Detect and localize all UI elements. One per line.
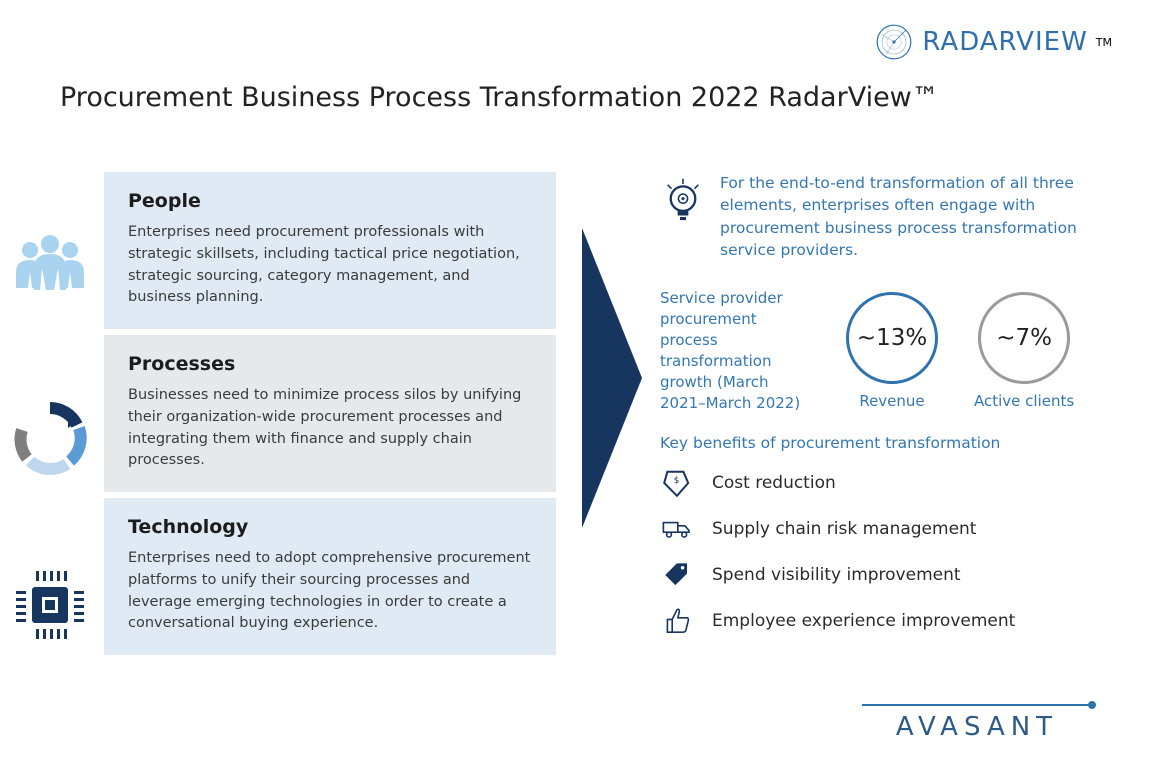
benefit-row-supply: Supply chain risk management	[660, 512, 1130, 546]
dollar-tag-icon: $	[660, 466, 694, 500]
people-icon	[10, 228, 90, 308]
page-title: Procurement Business Process Transformat…	[60, 82, 939, 113]
processes-heading: Processes	[128, 353, 532, 375]
people-box: People Enterprises need procurement prof…	[104, 172, 556, 329]
clients-circle: ~7%	[978, 292, 1070, 384]
avasant-wordmark: AVASANT	[896, 712, 1058, 742]
people-body: Enterprises need procurement professiona…	[128, 222, 532, 309]
benefit-spend-label: Spend visibility improvement	[712, 565, 961, 585]
benefits-title: Key benefits of procurement transformati…	[660, 434, 1130, 452]
technology-chip-icon	[10, 565, 90, 645]
radarview-icon	[874, 22, 914, 62]
technology-heading: Technology	[128, 516, 532, 538]
bulb-intro-text: For the end-to-end transformation of all…	[720, 172, 1130, 262]
left-column-boxes: People Enterprises need procurement prof…	[104, 172, 556, 661]
radarview-brand-text: RADARVIEW	[922, 27, 1087, 57]
svg-text:$: $	[674, 476, 680, 486]
people-heading: People	[128, 190, 532, 212]
revenue-caption: Revenue	[859, 392, 924, 410]
technology-body: Enterprises need to adopt comprehensive …	[128, 548, 532, 635]
radarview-trademark: TM	[1096, 36, 1112, 49]
clients-stat: ~7% Active clients	[974, 292, 1074, 410]
processes-box: Processes Businesses need to minimize pr…	[104, 335, 556, 492]
process-cycle-icon	[10, 398, 90, 478]
price-tag-icon	[660, 558, 694, 592]
clients-caption: Active clients	[974, 392, 1074, 410]
transition-arrow-icon	[582, 228, 642, 528]
thumbs-up-icon	[660, 604, 694, 638]
growth-label: Service provider procurement process tra…	[660, 288, 810, 414]
revenue-stat: ~13% Revenue	[846, 292, 938, 410]
benefit-row-cost: $ Cost reduction	[660, 466, 1130, 500]
technology-box: Technology Enterprises need to adopt com…	[104, 498, 556, 655]
lightbulb-gear-icon	[660, 176, 706, 232]
benefit-supply-label: Supply chain risk management	[712, 519, 976, 539]
growth-stats-row: Service provider procurement process tra…	[660, 288, 1130, 414]
avasant-logo: AVASANT	[862, 704, 1092, 742]
benefit-row-employee: Employee experience improvement	[660, 604, 1130, 638]
benefit-employee-label: Employee experience improvement	[712, 611, 1015, 631]
processes-body: Businesses need to minimize process silo…	[128, 385, 532, 472]
benefit-cost-label: Cost reduction	[712, 473, 836, 493]
right-panel: For the end-to-end transformation of all…	[660, 172, 1130, 650]
truck-icon	[660, 512, 694, 546]
bulb-intro-row: For the end-to-end transformation of all…	[660, 172, 1130, 262]
radarview-logo: RADARVIEW TM	[874, 22, 1112, 62]
revenue-circle: ~13%	[846, 292, 938, 384]
benefit-row-spend: Spend visibility improvement	[660, 558, 1130, 592]
